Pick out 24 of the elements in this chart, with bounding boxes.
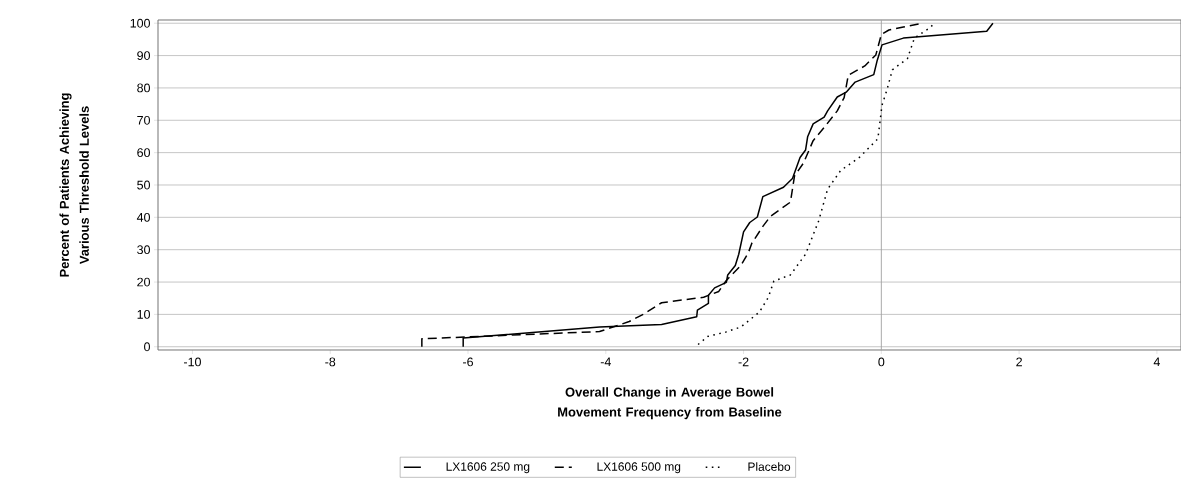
y-tick-label: 70 [137, 115, 150, 125]
x-axis-title: Overall Change in Average Bowel Movement Frequency from Baseline [558, 387, 782, 420]
x-tick-label: -4 [600, 357, 611, 367]
y-tick-label: 90 [137, 51, 150, 60]
y-tick-label: 80 [137, 83, 150, 93]
y-tick-label: 20 [137, 277, 150, 287]
x-tick-label: -8 [325, 357, 336, 367]
y-axis-title: Percent of Patients Achieving Various Threshold Levels [59, 93, 89, 277]
y-tick-label: 100 [130, 18, 150, 28]
x-tick-label: 4 [1153, 357, 1160, 367]
y-tick-label: 40 [136, 212, 150, 222]
y-tick-label: 10 [137, 310, 150, 319]
x-tick-label: 2 [1016, 357, 1022, 367]
y-tick-label: 60 [137, 148, 150, 158]
y-tick-label: 50 [137, 180, 150, 190]
legend-label: LX1606 500 mg [597, 462, 681, 474]
y-tick-label: 0 [144, 342, 150, 352]
x-tick-label: -10 [184, 357, 201, 367]
x-tick-label: -2 [738, 357, 749, 367]
x-tick-label: 0 [878, 357, 885, 367]
legend-label: Placebo [748, 462, 791, 471]
legend-label: LX1606 250 mg [446, 462, 530, 474]
x-tick-label: -6 [463, 357, 473, 367]
y-tick-label: 30 [137, 245, 150, 255]
